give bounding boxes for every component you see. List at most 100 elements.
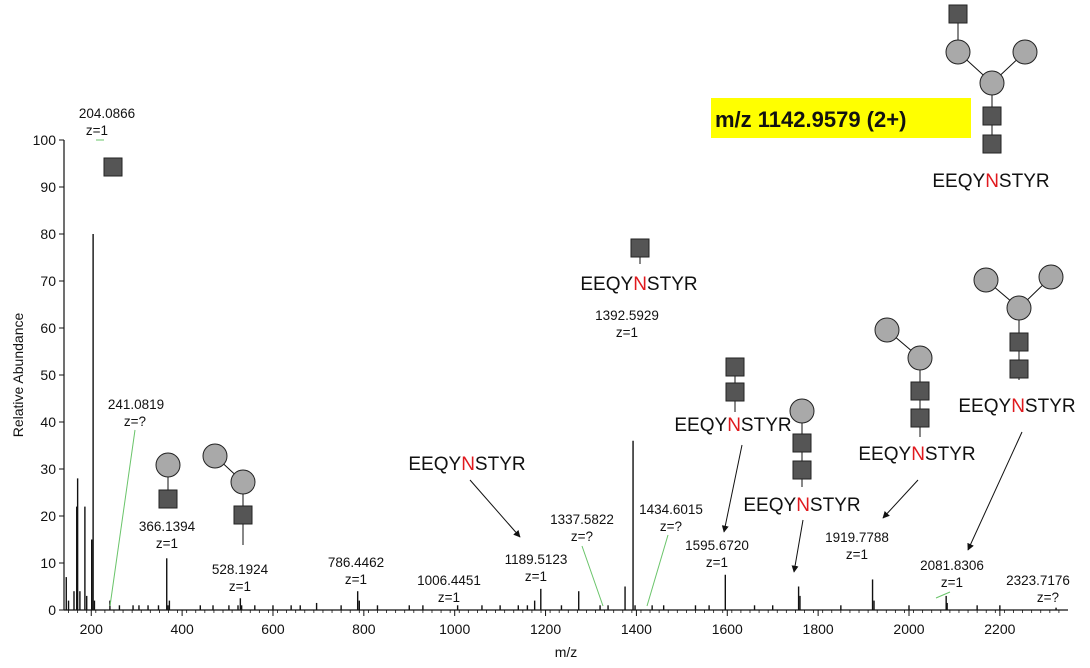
peak-label-1006: 1006.4451 z=1 [417, 573, 481, 605]
peak-label-mz: 786.4462 [328, 555, 384, 570]
peak-label-z: z=1 [846, 547, 868, 562]
y-tick-label: 80 [40, 226, 56, 242]
peak-label-1434: 1434.6015 z=? [639, 502, 703, 534]
peptide-1189: EEQYNSTYR [408, 454, 525, 475]
peak-label-z: z=1 [941, 575, 963, 590]
leader-241 [109, 429, 136, 607]
peak-annotations: 204.0866 z=1 241.0819 z=? 366.1394 z=1 5… [79, 106, 1070, 605]
peptide-label: EEQYNSTYR [408, 454, 525, 475]
peak-label-mz: 1434.6015 [639, 502, 703, 517]
peak-label-2323: 2323.7176 z=? [1006, 573, 1070, 605]
peak-label-z: z=? [660, 519, 682, 534]
hexose-circle-icon [907, 345, 933, 371]
hexnac-square-icon [158, 489, 178, 509]
hexnac-square-icon [1009, 332, 1029, 352]
hexose-circle-icon [1006, 295, 1032, 321]
arrow-1189 [469, 479, 521, 538]
hexose-circle-icon [155, 452, 181, 478]
y-tick-label: 90 [40, 179, 56, 195]
peak-label-mz: 241.0819 [108, 397, 164, 412]
y-ticks: 0 10 20 30 40 50 60 70 80 90 100 [33, 132, 64, 618]
hexnac-square-icon [948, 4, 968, 24]
y-tick-label: 10 [40, 555, 56, 571]
hexnac-square-icon [103, 157, 123, 177]
hexose-circle-icon [230, 469, 256, 495]
peak-label-z: z=? [124, 414, 146, 429]
x-ticks: 200 400 600 800 1000 1200 1400 1600 1800 2000 2200 [80, 610, 1016, 637]
peak-label-528: 528.1924 z=1 [212, 562, 269, 594]
peak-label-mz: 1006.4451 [417, 573, 481, 588]
peak-label-mz: 204.0866 [79, 106, 135, 121]
peak-label-366: 366.1394 z=1 [139, 519, 196, 551]
hexnac-square-icon [982, 106, 1002, 126]
axes [63, 140, 1068, 611]
hexnac-square-icon [982, 134, 1002, 154]
peak-label-1392: 1392.5929 z=1 [595, 308, 659, 340]
hexose-circle-icon [789, 398, 815, 424]
hexnac-square-icon [725, 382, 745, 402]
peak-label-241: 241.0819 z=? [108, 397, 164, 429]
hexnac-square-icon [792, 433, 812, 453]
peak-label-z: z=1 [345, 572, 367, 587]
peak-label-z: z=1 [86, 123, 108, 138]
peak-label-204: 204.0866 z=1 [79, 106, 135, 138]
x-tick-label: 800 [352, 621, 376, 637]
peak-label-mz: 1392.5929 [595, 308, 659, 323]
arrow-2081 [967, 431, 1023, 551]
peak-label-mz: 2081.8306 [920, 558, 984, 573]
peak-label-mz: 2323.7176 [1006, 573, 1070, 588]
x-tick-label: 400 [170, 621, 194, 637]
peak-label-mz: 1337.5822 [550, 512, 614, 527]
hexose-circle-icon [945, 39, 971, 65]
peak-label-z: z=? [571, 529, 593, 544]
peak-sticks [65, 234, 1057, 610]
peptide-label: EEQYNSTYR [674, 415, 791, 436]
y-tick-label: 50 [40, 367, 56, 383]
hexose-circle-icon [874, 317, 900, 343]
hexnac-square-icon [725, 357, 745, 377]
arrow-1595 [721, 444, 743, 533]
x-tick-label: 2000 [893, 621, 924, 637]
peptide-label: EEQYNSTYR [958, 396, 1075, 417]
y-tick-label: 60 [40, 320, 56, 336]
glycan-1919: EEQYNSTYR [858, 317, 976, 465]
hexnac-square-icon [910, 408, 930, 428]
peak-label-z: z=1 [616, 325, 638, 340]
peptide-label: EEQYNSTYR [743, 495, 860, 516]
arrow-1757 [791, 519, 804, 573]
hexnac-square-icon [910, 381, 930, 401]
x-tick-label: 1600 [712, 621, 743, 637]
hexnac-square-icon [630, 238, 650, 258]
label-leaders [96, 139, 951, 607]
peak-label-z: z=1 [438, 590, 460, 605]
leader-1434 [646, 534, 669, 607]
glycan-528 [202, 443, 256, 545]
glycan-1757: EEQYNSTYR [743, 398, 861, 516]
peak-label-786: 786.4462 z=1 [328, 555, 384, 587]
y-axis-label: Relative Abundance [10, 313, 26, 438]
x-tick-label: 600 [261, 621, 285, 637]
leader-1337 [581, 545, 604, 607]
x-tick-label: 1800 [803, 621, 834, 637]
glycan-1595: EEQYNSTYR [674, 357, 792, 436]
x-axis-label: m/z [555, 644, 578, 660]
glycan-precursor: EEQYNSTYR [932, 4, 1050, 192]
precursor-title: m/z 1142.9579 (2+) [711, 98, 971, 138]
hexnac-square-icon [792, 460, 812, 480]
y-tick-label: 100 [33, 132, 57, 148]
x-tick-label: 2200 [984, 621, 1015, 637]
x-tick-label: 1400 [621, 621, 652, 637]
peak-label-1919: 1919.7788 z=1 [825, 530, 889, 562]
peak-label-mz: 1595.6720 [685, 538, 749, 553]
hexose-circle-icon [1012, 39, 1038, 65]
annotation-arrows [469, 431, 1023, 573]
y-tick-label: 20 [40, 508, 56, 524]
peak-label-mz: 366.1394 [139, 519, 196, 534]
leader-2081 [935, 591, 951, 599]
y-tick-label: 0 [48, 602, 56, 618]
glycan-204 [103, 157, 123, 177]
hexose-circle-icon [202, 443, 228, 469]
peak-label-z: z=1 [229, 579, 251, 594]
x-tick-label: 1200 [530, 621, 561, 637]
